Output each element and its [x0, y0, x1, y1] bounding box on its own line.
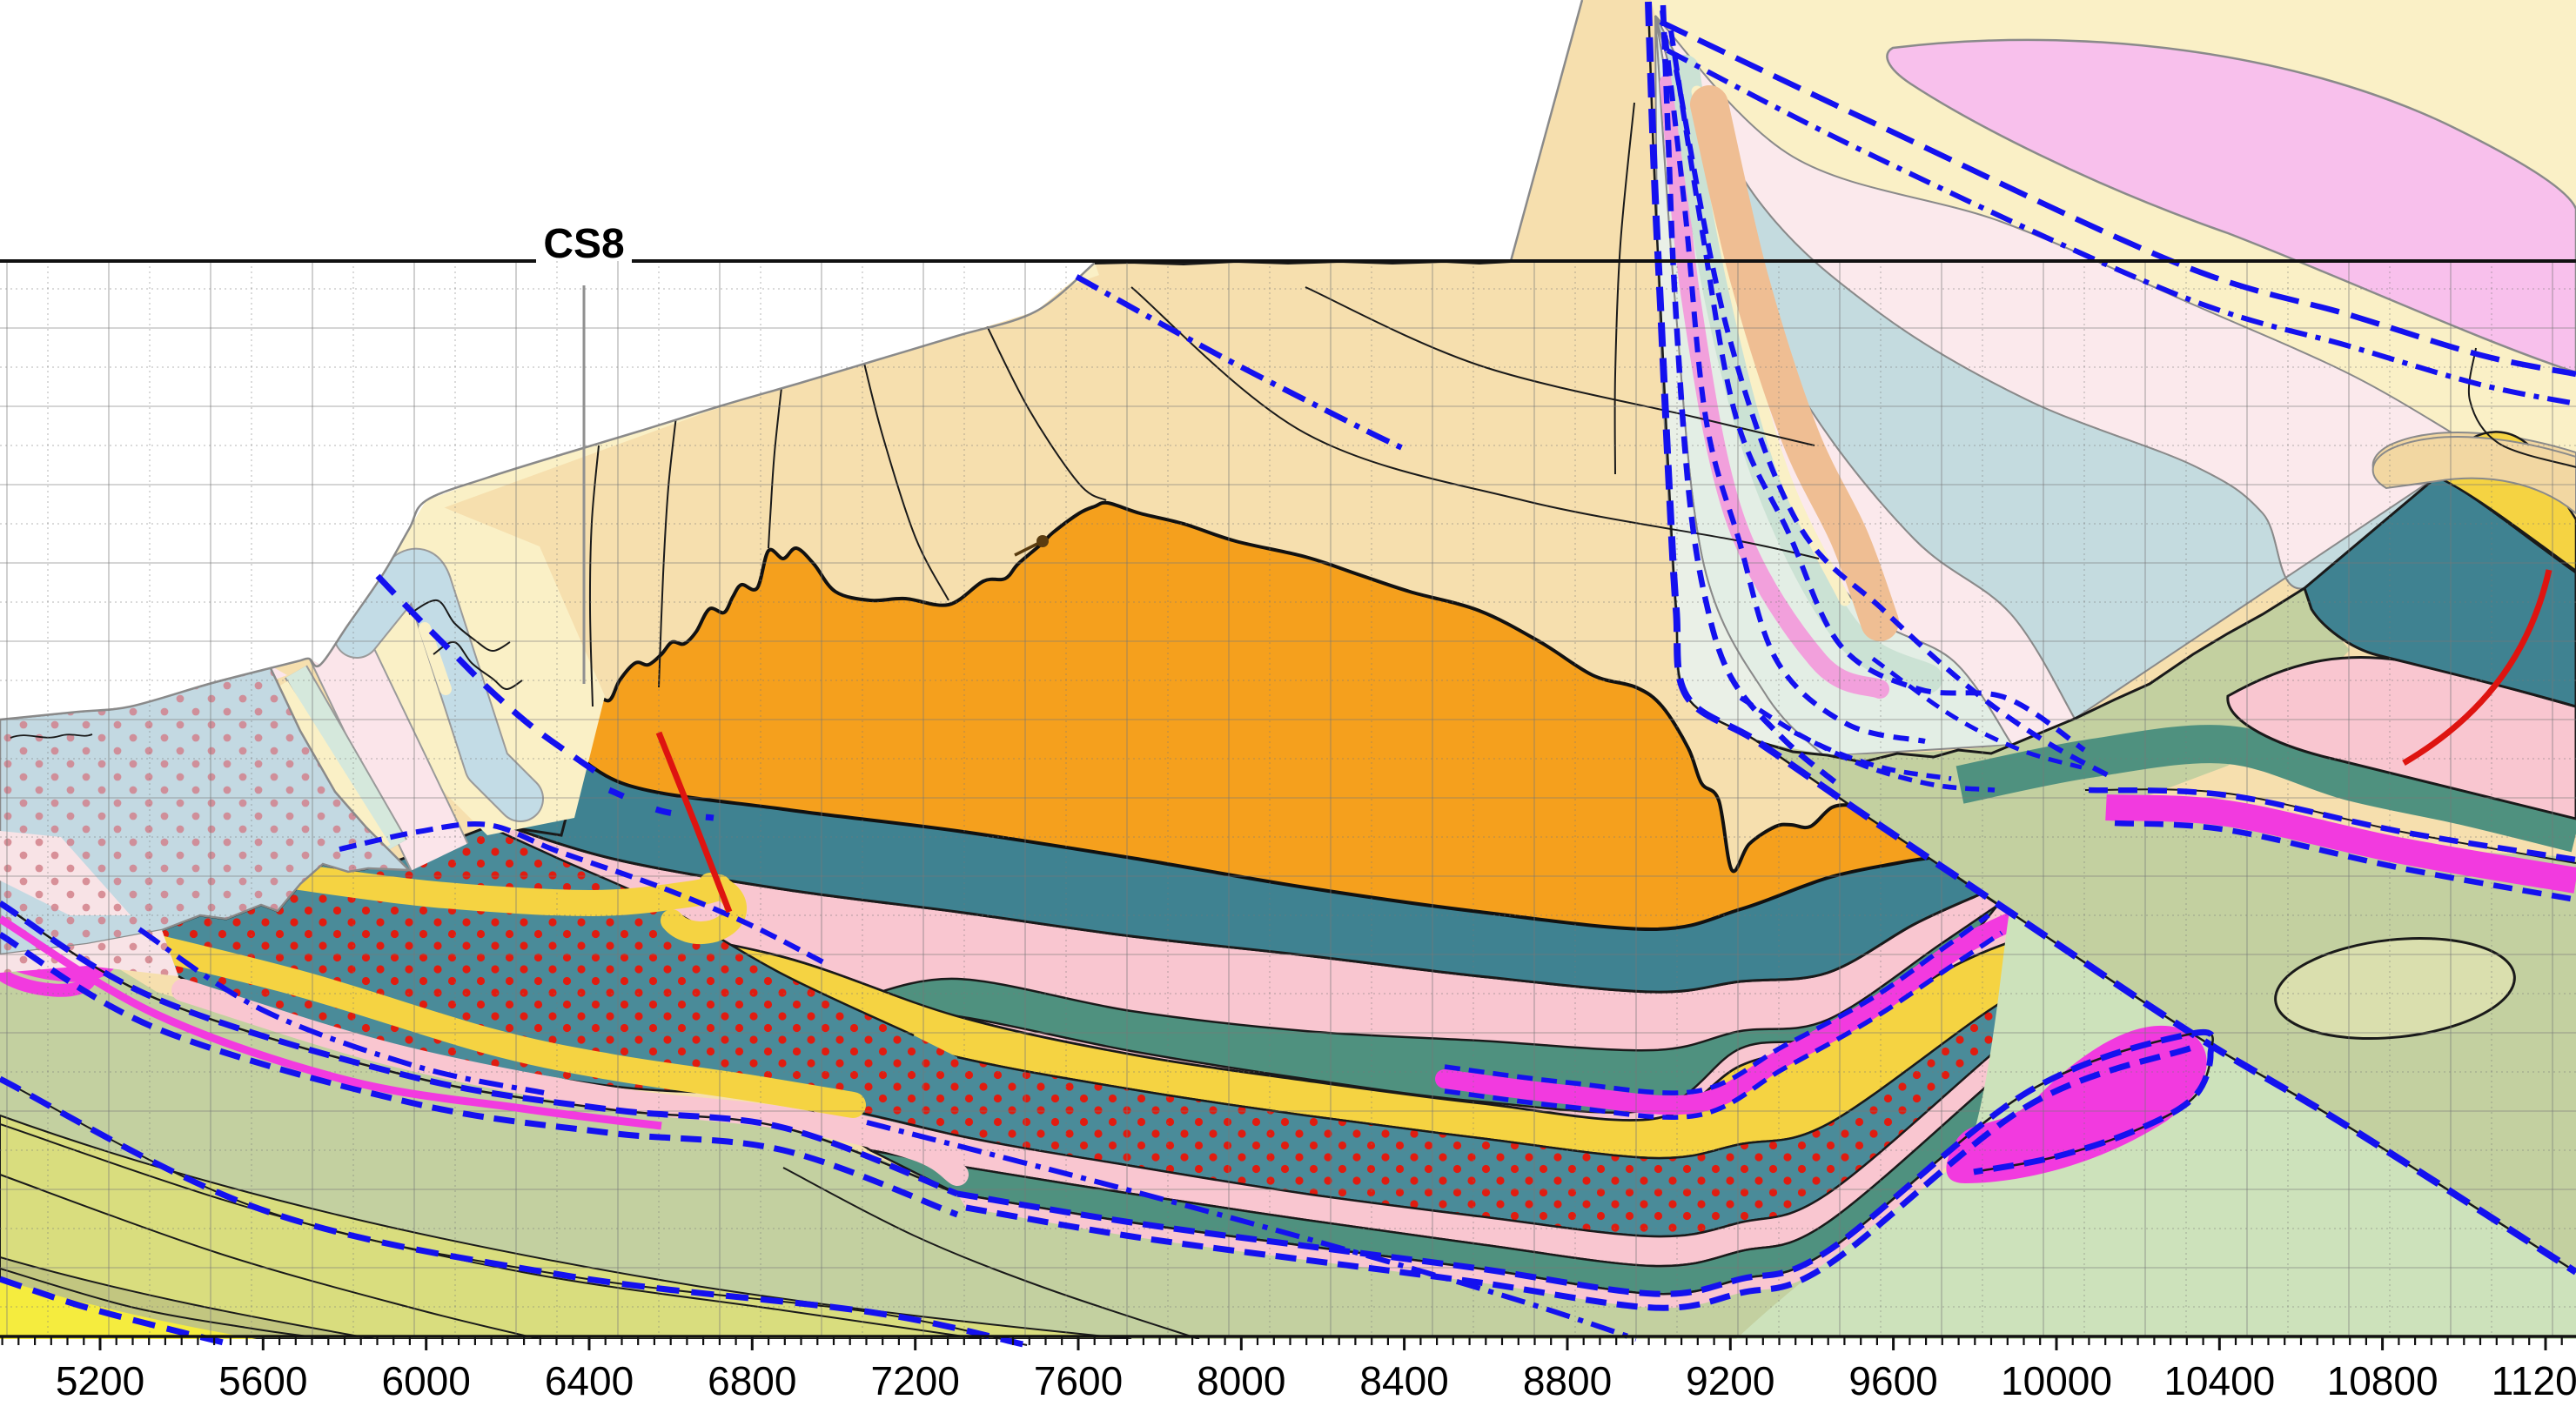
- svg-text:8400: 8400: [1359, 1358, 1448, 1403]
- svg-text:10400: 10400: [2163, 1358, 2275, 1403]
- svg-text:8000: 8000: [1197, 1358, 1285, 1403]
- svg-text:7600: 7600: [1034, 1358, 1123, 1403]
- svg-text:CS8: CS8: [543, 221, 624, 267]
- svg-text:8800: 8800: [1523, 1358, 1612, 1403]
- svg-text:10800: 10800: [2327, 1358, 2438, 1403]
- svg-text:9600: 9600: [1848, 1358, 1937, 1403]
- svg-text:6400: 6400: [545, 1358, 634, 1403]
- svg-text:11200: 11200: [2492, 1358, 2576, 1403]
- svg-text:6000: 6000: [382, 1358, 471, 1403]
- svg-text:10000: 10000: [2001, 1358, 2112, 1403]
- svg-text:6800: 6800: [708, 1358, 796, 1403]
- svg-text:5200: 5200: [56, 1358, 144, 1403]
- svg-text:5600: 5600: [218, 1358, 307, 1403]
- svg-text:9200: 9200: [1686, 1358, 1774, 1403]
- svg-text:7200: 7200: [871, 1358, 960, 1403]
